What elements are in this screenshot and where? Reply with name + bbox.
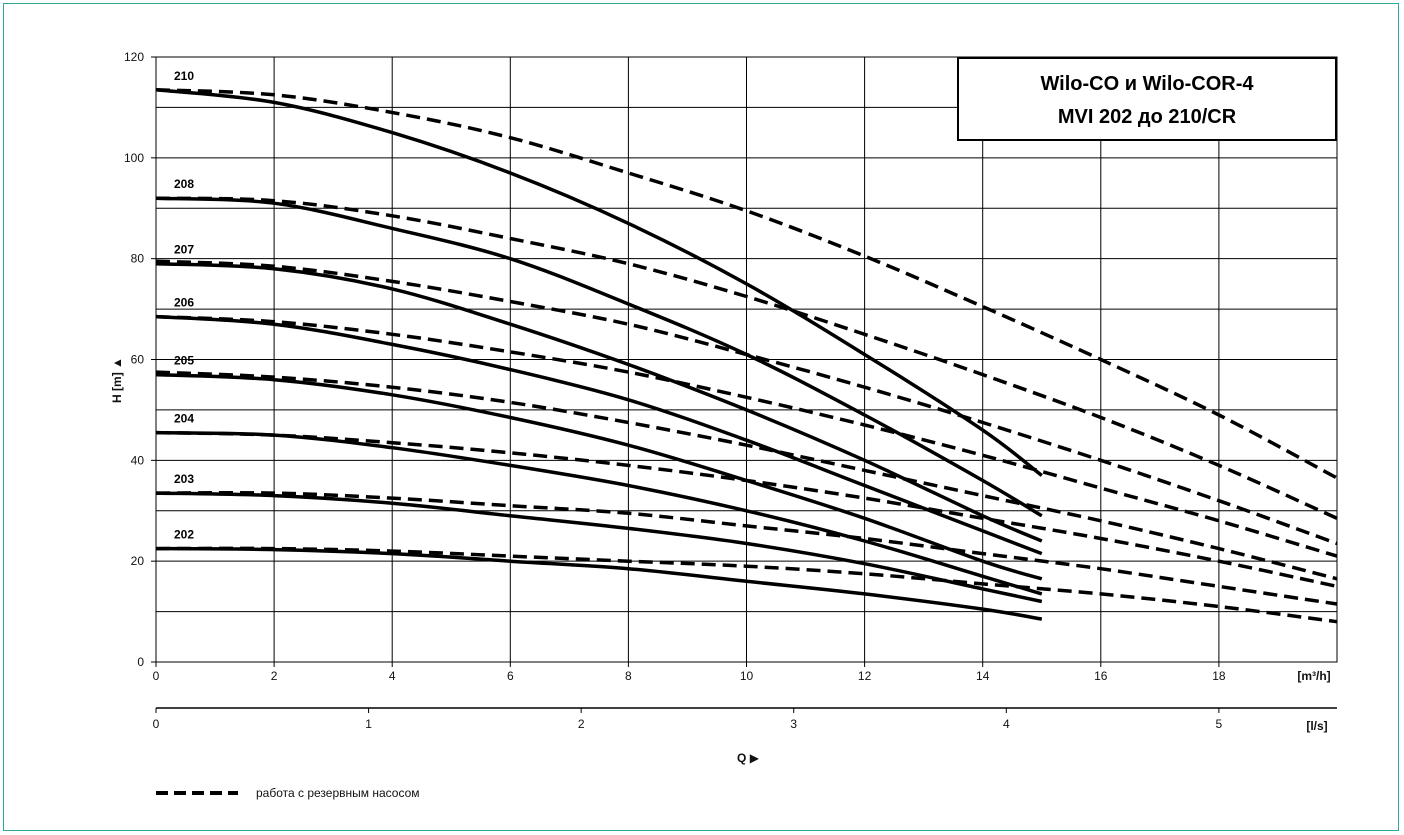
y-tick-label: 80 <box>131 252 145 266</box>
x-tick-label: 12 <box>858 669 872 683</box>
curve-label-205: 205 <box>174 354 194 368</box>
legend: работа с резервным насосом <box>156 786 420 800</box>
x2-tick-label: 3 <box>790 717 797 731</box>
curve-label-210: 210 <box>174 69 194 83</box>
x2-tick-label: 4 <box>1003 717 1010 731</box>
grid <box>155 56 1338 663</box>
x-tick-label: 0 <box>153 669 160 683</box>
title-line-1: Wilo-CO и Wilo-COR-4 <box>1040 73 1254 95</box>
x2-tick-label: 0 <box>153 717 160 731</box>
x-axis-unit-m3h: [m³/h] <box>1297 669 1330 683</box>
x-axis-label: Q ▶ <box>737 751 760 765</box>
y-tick-label: 100 <box>124 151 144 165</box>
curve-210-with-standby <box>155 88 1338 480</box>
curve-202 <box>155 546 1043 621</box>
curve-203 <box>155 491 1043 604</box>
curve-208-with-standby <box>155 196 1338 520</box>
y-axis-label: H [m] ▲ <box>110 357 124 403</box>
curve-208 <box>155 196 1043 518</box>
y-tick-label: 0 <box>137 655 144 669</box>
x-tick-label: 18 <box>1212 669 1226 683</box>
curve-label-203: 203 <box>174 472 194 486</box>
title-box: Wilo-CO и Wilo-COR-4 MVI 202 до 210/CR <box>957 57 1337 141</box>
curve-203-with-standby <box>155 490 1338 606</box>
curves <box>155 88 1338 624</box>
title-line-2: MVI 202 до 210/CR <box>1058 106 1237 128</box>
curve-206 <box>155 314 1043 556</box>
curve-205 <box>155 372 1043 581</box>
legend-label: работа с резервным насосом <box>256 786 420 800</box>
curve-label-204: 204 <box>174 412 194 426</box>
curve-205-with-standby <box>155 370 1338 581</box>
curve-207-with-standby <box>155 259 1338 546</box>
curve-204 <box>155 430 1043 596</box>
title-box-frame <box>957 57 1337 141</box>
x-tick-label: 14 <box>976 669 990 683</box>
y-tick-label: 20 <box>131 554 145 568</box>
x2-tick-label: 5 <box>1216 717 1223 731</box>
x-tick-label: 6 <box>507 669 514 683</box>
x-tick-label: 16 <box>1094 669 1108 683</box>
curve-label-207: 207 <box>174 243 194 257</box>
y-tick-label: 120 <box>124 50 144 64</box>
curve-204-with-standby <box>155 430 1338 589</box>
x-tick-label: 10 <box>740 669 754 683</box>
curve-210 <box>155 88 1043 477</box>
x2-tick-label: 2 <box>578 717 585 731</box>
curve-label-206: 206 <box>174 296 194 310</box>
curve-label-202: 202 <box>174 528 194 542</box>
chart-frame <box>3 3 1399 831</box>
x-tick-label: 2 <box>271 669 278 683</box>
curve-label-208: 208 <box>174 177 194 191</box>
curve-207 <box>155 261 1043 543</box>
x2-axis-unit-ls: [l/s] <box>1306 719 1327 733</box>
x-tick-label: 4 <box>389 669 396 683</box>
y-tick-label: 60 <box>131 353 145 367</box>
curve-202-with-standby <box>155 546 1338 624</box>
x2-tick-label: 1 <box>365 717 372 731</box>
y-tick-label: 40 <box>131 453 145 467</box>
x-tick-label: 8 <box>625 669 632 683</box>
curve-206-with-standby <box>155 314 1338 558</box>
curve-labels: 210 208 207 206 205 204 203 202 <box>174 69 194 542</box>
